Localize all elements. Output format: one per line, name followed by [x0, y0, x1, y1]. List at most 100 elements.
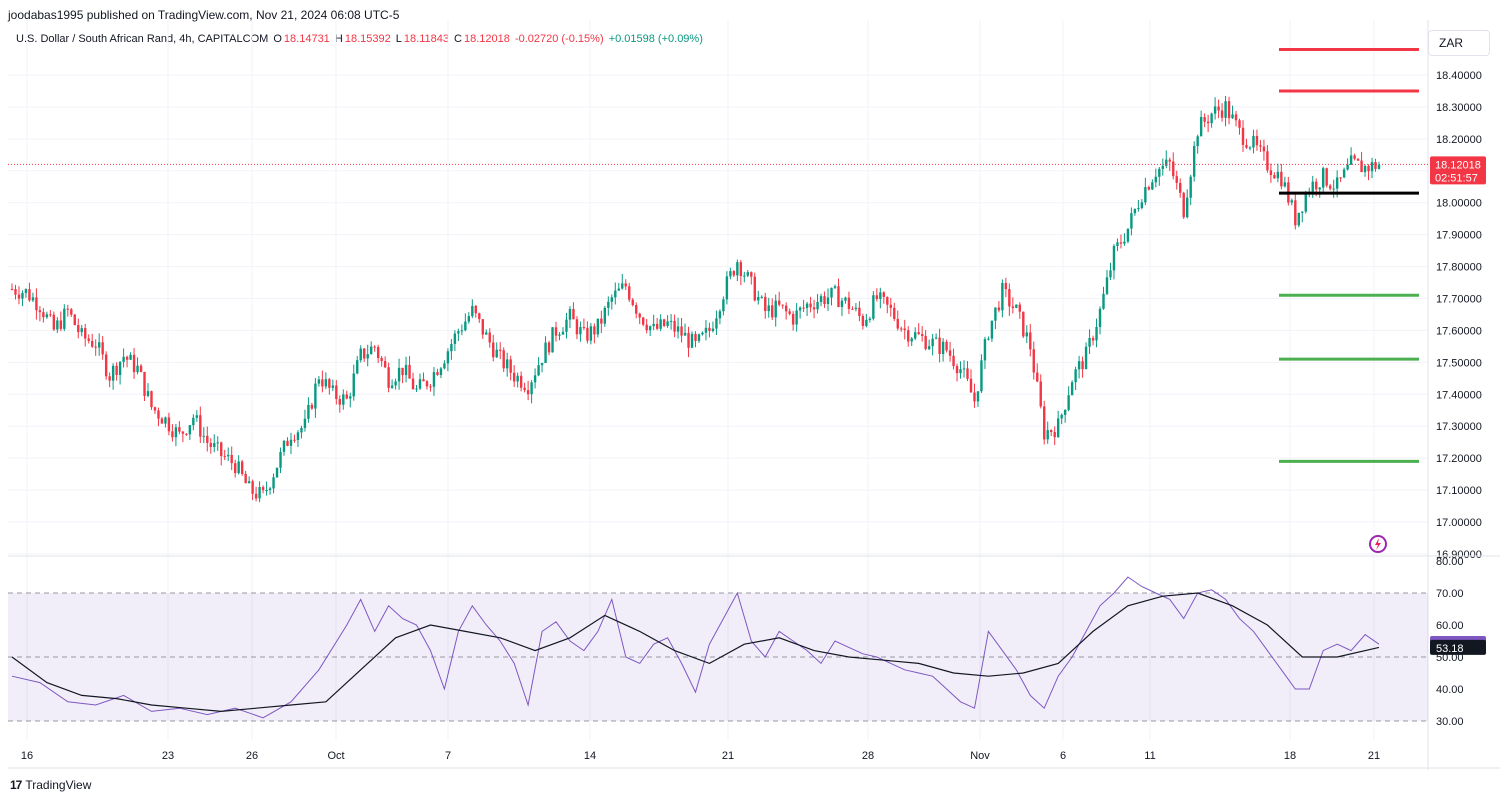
candle-body [593, 326, 596, 335]
candle-body [394, 381, 397, 386]
candle-body [722, 299, 725, 312]
candle-body [401, 367, 404, 376]
price-tick-label: 17.30000 [1436, 421, 1482, 433]
candle-body [687, 332, 690, 348]
rsi-line [11, 576, 1380, 719]
candle-body [1022, 311, 1025, 337]
candle-body [52, 314, 56, 330]
time-tick-label: Oct [327, 750, 344, 762]
candle-body [662, 319, 666, 326]
candle-body [174, 427, 178, 438]
candle-body [1199, 117, 1203, 137]
rsi-ma-line [11, 592, 1380, 713]
candle-body [767, 305, 770, 312]
candle-body [380, 358, 383, 362]
alert-lightning-icon [1369, 535, 1387, 553]
time-tick-label: 21 [1368, 750, 1380, 762]
candle-body [764, 296, 767, 312]
candle-body [505, 359, 509, 369]
rsi-ma-value-tag [1430, 639, 1486, 655]
candle-body [697, 334, 701, 341]
candle-body [443, 363, 446, 369]
candle-body [1011, 306, 1015, 308]
candle-body [962, 368, 966, 370]
candle-body [244, 473, 247, 484]
candle-body [833, 286, 837, 288]
candle-body [1095, 326, 1098, 341]
candle-body [254, 493, 258, 499]
change-value: -0.02720 (-0.15%) [514, 33, 604, 45]
candle-body [474, 305, 478, 314]
candle-body [641, 317, 645, 325]
symbol-name[interactable]: U.S. Dollar / South African Rand, 4h, CA… [16, 33, 269, 45]
candle-body [920, 334, 924, 336]
candle-body [1123, 241, 1126, 244]
candle-body [1213, 106, 1217, 114]
candle-body [655, 323, 659, 329]
candle-body [540, 362, 544, 366]
candle-body [125, 356, 129, 360]
candle-body [882, 292, 886, 297]
open-label: O [273, 33, 282, 45]
candle-body [858, 307, 861, 317]
candle-body [1241, 127, 1245, 145]
candle-body [1046, 430, 1049, 440]
candle-body [865, 319, 868, 326]
candle-body [227, 454, 230, 457]
candle-body [966, 368, 969, 379]
candle-body [844, 297, 847, 301]
candle-body [1182, 192, 1185, 218]
candle-body [178, 427, 181, 432]
candle-body [31, 297, 35, 301]
candle-body [111, 365, 115, 381]
candle-body [784, 305, 788, 312]
candle-body [1294, 200, 1297, 226]
candle-body [826, 297, 830, 304]
candle-body [1363, 166, 1367, 173]
candle-body [411, 378, 415, 390]
tradingview-logo-icon: 17 [10, 778, 22, 792]
candle-body [621, 283, 624, 289]
candle-body [777, 300, 781, 305]
candle-body [14, 289, 17, 295]
candle-body [1060, 414, 1063, 419]
candle-body [666, 321, 669, 326]
candle-body [366, 354, 369, 359]
candle-body [369, 346, 373, 355]
candle-body [1158, 168, 1161, 177]
candle-body [467, 316, 471, 322]
candle-body [872, 295, 875, 319]
candle-body [774, 300, 777, 318]
candle-body [408, 364, 411, 379]
candle-body [397, 367, 401, 382]
candle-body [753, 276, 756, 301]
candle-body [1165, 159, 1168, 166]
candle-body [488, 332, 491, 343]
candle-body [837, 286, 840, 307]
candle-body [307, 404, 310, 419]
candle-body [1043, 406, 1046, 440]
time-tick-label: Nov [970, 750, 990, 762]
candle-body [321, 379, 324, 387]
candle-body [338, 399, 342, 405]
rsi-tick-label: 60.00 [1436, 620, 1464, 632]
candle-body [42, 312, 45, 318]
candle-body [136, 365, 139, 373]
candle-body [1179, 182, 1182, 193]
candle-body [997, 307, 1001, 311]
candle-body [1301, 211, 1304, 213]
price-tick-label: 17.10000 [1436, 485, 1482, 497]
candle-body [840, 300, 844, 307]
candle-body [851, 308, 854, 310]
candle-body [481, 319, 484, 335]
currency-selector[interactable]: ZAR [1428, 30, 1490, 56]
candle-body [683, 332, 687, 336]
candle-body [1105, 277, 1109, 294]
candle-body [1227, 101, 1231, 119]
candle-body [118, 361, 122, 375]
candle-body [969, 378, 973, 393]
candle-body [952, 355, 955, 367]
candle-body [1025, 332, 1028, 337]
high-label: H [334, 33, 343, 45]
